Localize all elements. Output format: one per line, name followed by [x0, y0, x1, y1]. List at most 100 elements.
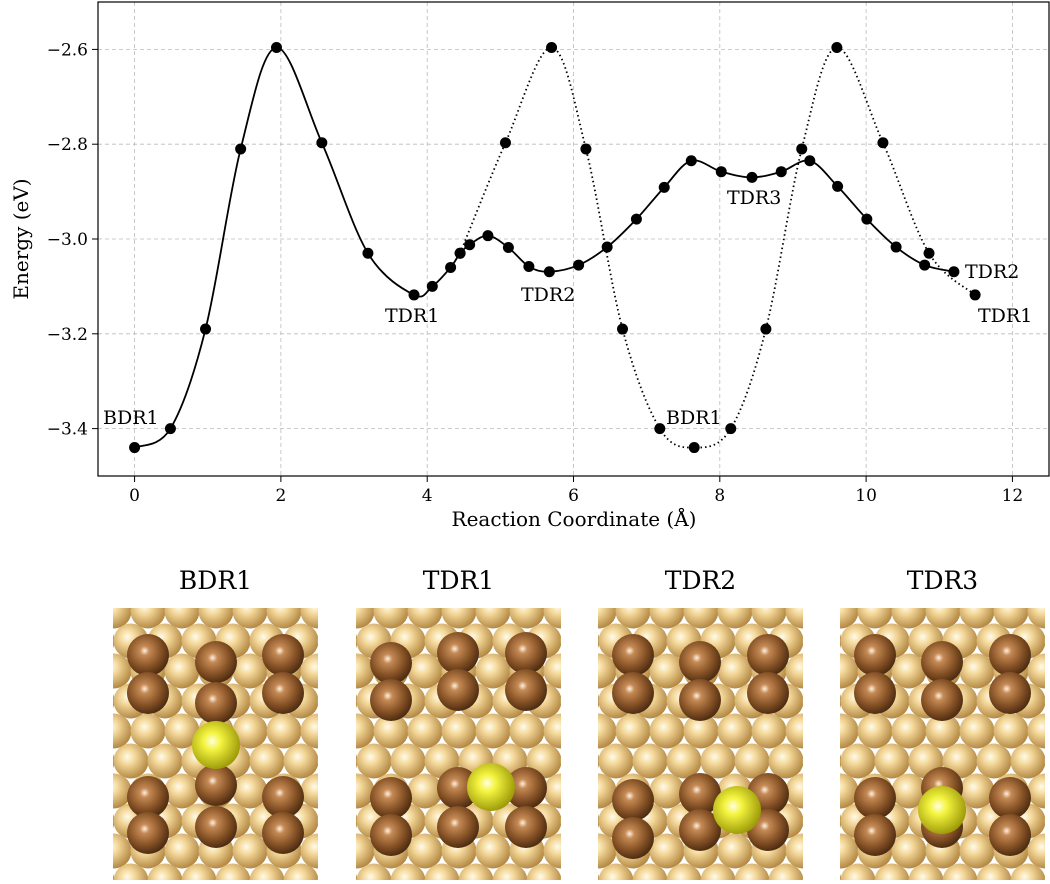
gold-atom — [892, 594, 927, 629]
point — [796, 143, 807, 154]
gold-atom — [301, 774, 336, 809]
gold-atom — [544, 594, 579, 629]
brown-atom — [195, 641, 237, 683]
gold-atom — [250, 564, 285, 599]
gold-atom — [786, 654, 821, 689]
brown-atom — [127, 672, 169, 714]
gold-atom — [994, 594, 1029, 629]
structure-panel — [306, 564, 630, 884]
annotation: TDR1 — [978, 305, 1032, 327]
gold-atom — [977, 564, 1012, 599]
gold-atom — [323, 564, 358, 599]
point — [500, 137, 511, 148]
point — [573, 260, 584, 271]
gold-atom — [267, 594, 302, 629]
gold-atom — [323, 624, 358, 659]
gold-atom — [807, 684, 842, 719]
point — [804, 155, 815, 166]
point — [877, 137, 888, 148]
gold-atom — [318, 684, 353, 719]
gold-atom — [323, 804, 358, 839]
gold-atom — [561, 624, 596, 659]
brown-atom — [262, 776, 304, 818]
structure-panel — [790, 564, 1050, 884]
gold-atom — [544, 774, 579, 809]
gold-atom — [684, 594, 719, 629]
gold-atom — [340, 774, 375, 809]
gold-atom — [114, 744, 149, 779]
brown-atom — [854, 672, 896, 714]
brown-atom — [854, 777, 896, 819]
brown-atom — [612, 779, 654, 821]
gold-atom — [892, 714, 927, 749]
brown-atom — [679, 641, 721, 683]
gold-atom — [442, 594, 477, 629]
brown-atom — [854, 634, 896, 676]
gold-atom — [599, 564, 634, 599]
point — [455, 248, 466, 259]
figure: 024681012−3.4−3.2−3.0−2.8−2.6BDR1TDR1TDR… — [0, 0, 1050, 884]
point — [746, 172, 757, 183]
gold-atom — [340, 654, 375, 689]
gold-atom — [824, 774, 859, 809]
gold-atom — [786, 774, 821, 809]
point — [235, 143, 246, 154]
point — [686, 155, 697, 166]
point — [659, 182, 670, 193]
point — [316, 137, 327, 148]
gold-atom — [408, 594, 443, 629]
gold-atom — [1045, 864, 1050, 884]
gold-atom — [803, 744, 838, 779]
gold-atom — [318, 624, 353, 659]
point — [271, 42, 282, 53]
gold-atom — [199, 594, 234, 629]
y-tick-label: −3.4 — [47, 420, 88, 440]
gold-atom — [582, 714, 617, 749]
point — [602, 242, 613, 253]
gold-atom — [165, 774, 200, 809]
gold-atom — [476, 714, 511, 749]
gold-atom — [510, 714, 545, 749]
gold-atom — [301, 834, 336, 869]
structure-panel — [63, 564, 387, 884]
gold-atom — [63, 834, 98, 869]
point — [654, 423, 665, 434]
brown-atom — [612, 672, 654, 714]
point — [200, 324, 211, 335]
brown-atom — [437, 632, 479, 674]
gold-atom — [650, 594, 685, 629]
gold-atom — [565, 564, 600, 599]
point — [970, 289, 981, 300]
gold-atom — [824, 834, 859, 869]
point — [409, 289, 420, 300]
gold-atom — [318, 804, 353, 839]
brown-atom — [747, 672, 789, 714]
x-tick-label: 12 — [1002, 486, 1024, 506]
brown-atom — [127, 812, 169, 854]
gold-atom — [97, 654, 132, 689]
gold-atom — [650, 714, 685, 749]
brown-atom — [612, 817, 654, 859]
point — [760, 324, 771, 335]
point — [725, 423, 736, 434]
point — [776, 166, 787, 177]
gold-atom — [148, 564, 183, 599]
point — [129, 442, 140, 453]
gold-atom — [595, 564, 630, 599]
sulfur-atom — [713, 786, 761, 834]
gold-atom — [80, 624, 115, 659]
brown-atom — [262, 812, 304, 854]
gold-atom — [323, 744, 358, 779]
gold-atom — [803, 624, 838, 659]
gold-atom — [340, 594, 375, 629]
point — [580, 143, 591, 154]
panel-title: TDR2 — [665, 566, 736, 595]
point — [546, 42, 557, 53]
gold-atom — [718, 654, 753, 689]
gold-atom — [301, 594, 336, 629]
gold-atom — [357, 744, 392, 779]
gold-atom — [63, 714, 98, 749]
gold-atom — [752, 714, 787, 749]
gold-atom — [318, 564, 353, 599]
point — [891, 242, 902, 253]
